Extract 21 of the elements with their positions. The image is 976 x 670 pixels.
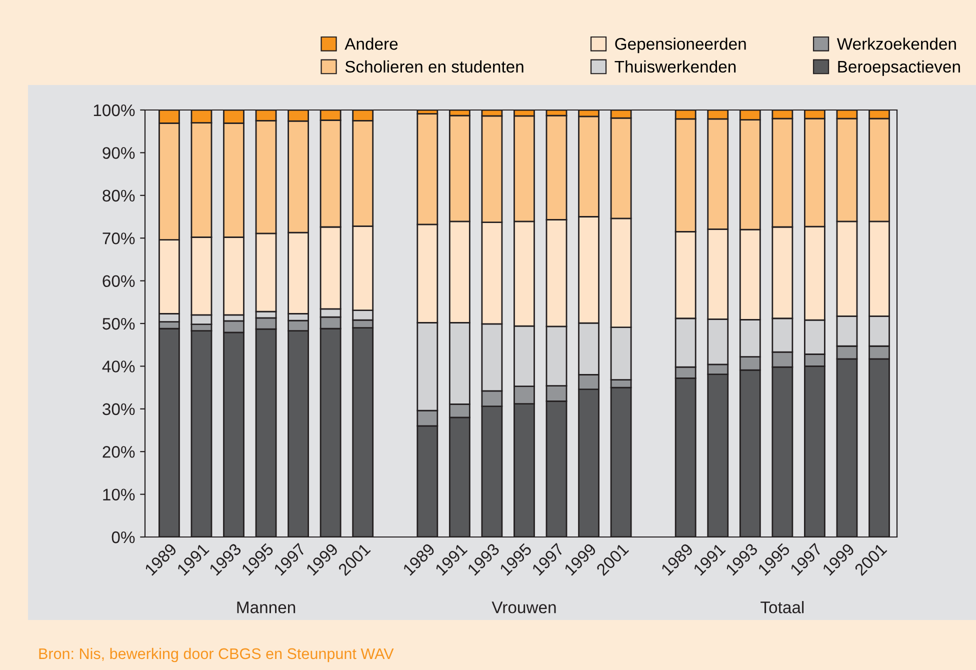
legend-label: Scholieren en studenten bbox=[345, 60, 524, 73]
y-tick-label: 10% bbox=[103, 488, 135, 501]
legend-label: Andere bbox=[344, 38, 398, 50]
legend-label: Thuiswerkenden bbox=[614, 60, 736, 73]
text: Totaal bbox=[760, 601, 804, 614]
legend-label: Werkzoekenden bbox=[836, 38, 956, 50]
y-tick-label: 40% bbox=[102, 360, 135, 372]
legend-label: Gepensioneerden bbox=[615, 38, 746, 54]
y-tick-label: 90% bbox=[102, 147, 135, 159]
y-tick-label: 70% bbox=[102, 232, 135, 244]
y-tick-label: 30% bbox=[102, 403, 135, 416]
y-tick-label: 0% bbox=[112, 531, 135, 544]
legend-label: Beroepsactieven bbox=[838, 60, 960, 76]
y-tick-label: 100% bbox=[94, 104, 135, 116]
text: Mannen bbox=[237, 602, 296, 614]
y-tick-label: 20% bbox=[102, 446, 135, 458]
text: Bron: Nis, bewerking door CBGS en Steunpunt WAV bbox=[39, 648, 394, 662]
y-tick-label: 50% bbox=[102, 318, 135, 330]
y-tick-label: 60% bbox=[102, 275, 135, 288]
y-tick-label: 80% bbox=[102, 190, 135, 202]
text: Vrouwen bbox=[492, 602, 556, 614]
